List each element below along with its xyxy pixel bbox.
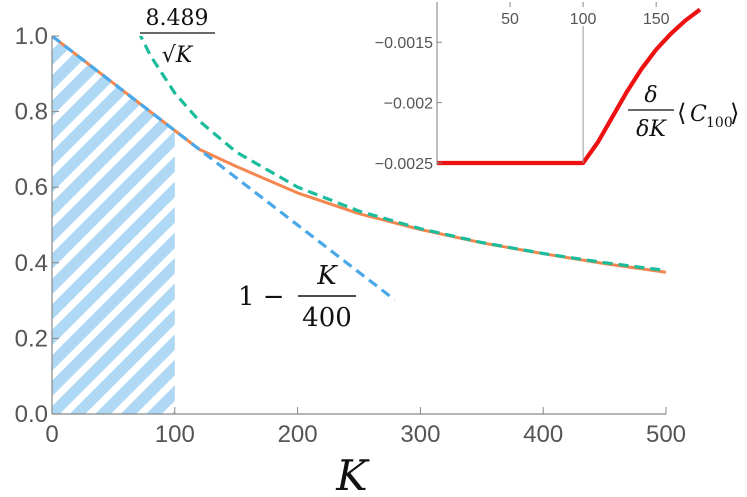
derivative-numerator: δ: [644, 83, 657, 108]
derivative-denominator: δK: [636, 117, 667, 142]
inset-y-tick-label: −0.0025: [375, 156, 433, 173]
y-tick-label: 0.0: [15, 401, 48, 428]
y-tick-label: 0.2: [15, 325, 48, 352]
main-series-group: [52, 36, 666, 301]
inset-y-tick-label: −0.002: [384, 96, 433, 113]
x-tick-label: 100: [155, 421, 195, 448]
inset-y-tick-group: −0.0015 −0.002 −0.0025: [375, 35, 442, 173]
linear-fit-denominator: 400: [302, 303, 352, 333]
sqrt-fit-numerator: 8.489: [146, 6, 209, 31]
x-tick-label: 400: [523, 421, 563, 448]
linear-fit-prefix: 1 −: [238, 282, 285, 312]
linear-fit-numerator: K: [316, 261, 338, 291]
inset-plot: 50 100 150 −0.0015 −0.002 −0.0025: [375, 2, 702, 173]
inset-x-tick-label: 50: [501, 11, 519, 28]
x-tick-label: 200: [278, 421, 318, 448]
main-plot: 0 100 200 300 400 500 0.0 0.2 0.4 0.6 0.8 1.0 K: [15, 23, 686, 497]
x-tick-label: 500: [646, 421, 686, 448]
y-tick-label: 0.8: [15, 99, 48, 126]
shaded-region: [52, 36, 175, 414]
inset-series-group: [437, 7, 702, 166]
x-axis-label: K: [335, 451, 370, 497]
inset-derivative-line: [437, 7, 702, 166]
linear-fit-dashed-line: [52, 36, 396, 301]
inset-x-tick-label: 150: [643, 11, 670, 28]
annotation-sqrt-fit: 8.489 √K: [140, 6, 215, 68]
y-tick-label: 0.6: [15, 174, 48, 201]
x-tick-group: 0 100 200 300 400 500: [45, 407, 686, 448]
left-angle-bracket: ⟨: [677, 99, 686, 127]
sqrt-fit-dashed-line: [138, 36, 666, 273]
x-tick-label: 0: [45, 421, 58, 448]
inset-y-tick-label: −0.0015: [375, 35, 433, 52]
annotation-derivative: δ δK ⟨ C 100 ⟩: [628, 83, 739, 142]
y-tick-group: 0.0 0.2 0.4 0.6 0.8 1.0: [15, 23, 59, 428]
right-angle-bracket: ⟩: [730, 99, 739, 127]
bracket-content: C: [690, 102, 707, 127]
bracket-subscript: 100: [706, 115, 733, 131]
x-tick-label: 300: [400, 421, 440, 448]
inset-x-tick-label: 100: [570, 11, 597, 28]
y-tick-label: 1.0: [15, 23, 48, 50]
annotation-linear-fit: 1 − K 400: [238, 261, 356, 333]
sqrt-fit-denominator: √K: [162, 43, 194, 68]
y-tick-label: 0.4: [15, 250, 48, 277]
inset-x-tick-group: 50 100 150: [501, 2, 670, 28]
